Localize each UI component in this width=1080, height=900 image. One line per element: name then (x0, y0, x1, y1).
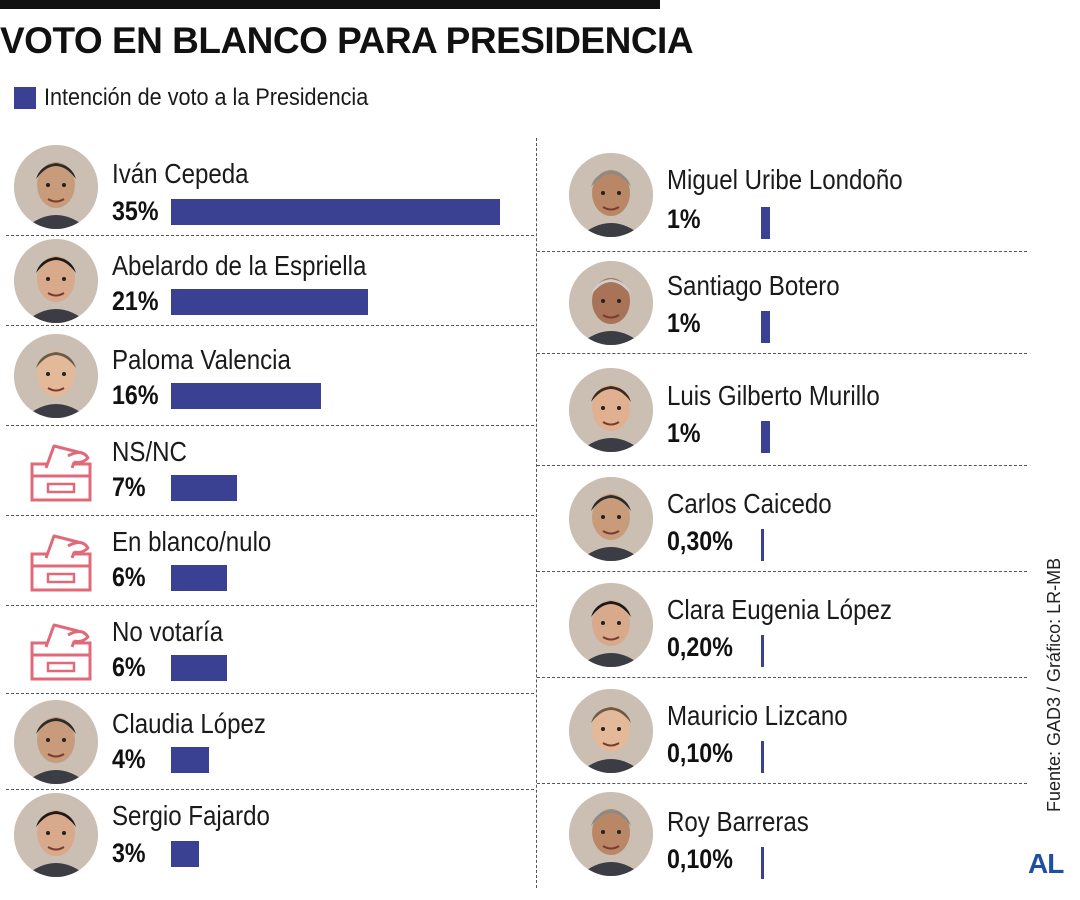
bar (171, 475, 237, 501)
avatar (569, 583, 653, 667)
row-separator (6, 693, 534, 694)
bar-label: No votaría (112, 616, 224, 647)
bar-label: Santiago Botero (667, 270, 840, 301)
row-separator (6, 515, 534, 516)
data-label: 16% (112, 380, 159, 410)
bar-label: Luis Gilberto Murillo (667, 380, 880, 411)
chart-row-paloma-valencia: Paloma Valencia 16% (6, 326, 534, 426)
data-label: 0,10% (667, 844, 733, 874)
row-separator (6, 789, 534, 790)
bar (761, 529, 764, 561)
bar-label: Clara Eugenia López (667, 594, 892, 625)
bar-label: Iván Cepeda (112, 158, 249, 189)
row-separator (537, 571, 1027, 572)
chart-row-claudia-lopez: Claudia López 4% (6, 694, 534, 790)
chart-row-ns-nc: NS/NC 7% (6, 426, 534, 516)
right-column: Miguel Uribe Londoño 1% Santiago Botero 1% L… (537, 138, 1027, 884)
chart-row-sergio-fajardo: Sergio Fajardo 3% (6, 790, 534, 880)
row-separator (6, 235, 534, 236)
data-label: 21% (112, 286, 159, 316)
row-separator (6, 325, 534, 326)
bar-label: Miguel Uribe Londoño (667, 164, 903, 195)
row-separator (537, 353, 1027, 354)
bar (761, 421, 771, 453)
bar (171, 655, 228, 681)
avatar (14, 239, 98, 323)
bar-label: Claudia López (112, 708, 266, 739)
chart-row-luis-gilberto-murillo: Luis Gilberto Murillo 1% (537, 354, 1027, 466)
ballot-box-icon (22, 438, 102, 504)
bar-label: Sergio Fajardo (112, 800, 270, 831)
avatar (569, 153, 653, 237)
bar (761, 635, 764, 667)
avatar (569, 792, 653, 876)
bar (761, 741, 764, 773)
bar (171, 289, 369, 315)
chart-row-mauricio-lizcano: Mauricio Lizcano 0,10% (537, 678, 1027, 784)
avatar (14, 334, 98, 418)
data-label: 35% (112, 196, 159, 226)
row-separator (537, 465, 1027, 466)
data-label: 0,20% (667, 632, 733, 662)
bar (171, 383, 322, 409)
bar (171, 747, 209, 773)
chart-row-roy-barreras: Roy Barreras 0,10% (537, 784, 1027, 884)
avatar (14, 700, 98, 784)
data-label: 1% (667, 418, 701, 448)
bar (171, 199, 500, 225)
data-label: 6% (112, 562, 146, 592)
row-separator (6, 425, 534, 426)
source-note: Fuente: GAD3 / Gráfico: LR-MB (1044, 557, 1064, 812)
chart-row-no-votaria: No votaría 6% (6, 606, 534, 694)
bar-label: Paloma Valencia (112, 344, 291, 375)
bar (171, 565, 228, 591)
left-column: Iván Cepeda 35% Abelardo de la Espriella 21… (6, 138, 534, 880)
data-label: 0,30% (667, 526, 733, 556)
legend-label: Intención de voto a la Presidencia (44, 84, 369, 111)
avatar (14, 793, 98, 877)
row-separator (537, 251, 1027, 252)
legend-swatch (14, 87, 36, 109)
legend: Intención de voto a la Presidencia (14, 84, 404, 112)
ballot-box-icon (22, 617, 102, 683)
bar-label: En blanco/nulo (112, 526, 272, 557)
row-separator (6, 605, 534, 606)
data-label: 1% (667, 204, 701, 234)
data-label: 7% (112, 472, 146, 502)
row-separator (537, 677, 1027, 678)
data-label: 6% (112, 652, 146, 682)
chart-row-en-blanco-nulo: En blanco/nulo 6% (6, 516, 534, 606)
data-label: 1% (667, 308, 701, 338)
chart-title: VOTO EN BLANCO PARA PRESIDENCIA (0, 20, 694, 61)
bar (171, 841, 200, 867)
avatar (14, 145, 98, 229)
ballot-box-icon (22, 528, 102, 594)
bar (761, 847, 764, 879)
bar-label: Abelardo de la Espriella (112, 250, 367, 281)
avatar (569, 477, 653, 561)
bar (761, 207, 771, 239)
bar-label: Roy Barreras (667, 806, 809, 837)
chart-row-ivan-cepeda: Iván Cepeda 35% (6, 138, 534, 236)
avatar (569, 368, 653, 452)
chart-row-miguel-uribe-londono: Miguel Uribe Londoño 1% (537, 138, 1027, 252)
data-label: 0,10% (667, 738, 733, 768)
bar (761, 311, 771, 343)
data-label: 4% (112, 744, 146, 774)
chart-row-carlos-caicedo: Carlos Caicedo 0,30% (537, 466, 1027, 572)
bar-label: Carlos Caicedo (667, 488, 832, 519)
top-rule (0, 0, 660, 9)
bar-label: Mauricio Lizcano (667, 700, 848, 731)
avatar (569, 261, 653, 345)
chart-row-abelardo-de-la-espriella: Abelardo de la Espriella 21% (6, 236, 534, 326)
bar-label: NS/NC (112, 436, 187, 467)
column-divider (536, 138, 537, 888)
chart-row-clara-eugenia-lopez: Clara Eugenia López 0,20% (537, 572, 1027, 678)
publisher-logo: AL (1028, 848, 1064, 879)
row-separator (537, 783, 1027, 784)
chart-row-santiago-botero: Santiago Botero 1% (537, 252, 1027, 354)
data-label: 3% (112, 838, 146, 868)
avatar (569, 689, 653, 773)
